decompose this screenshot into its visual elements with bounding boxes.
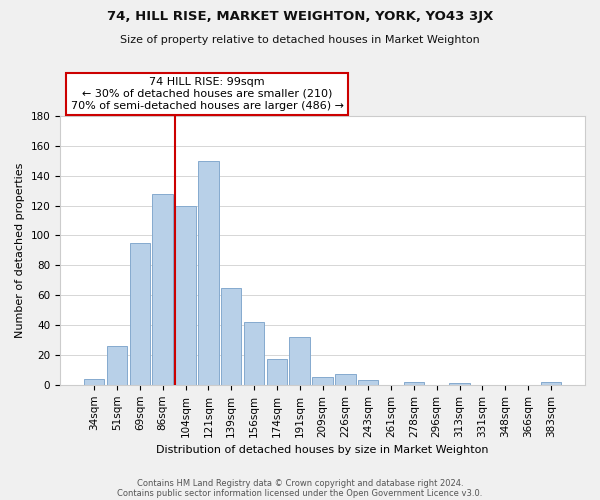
Bar	[541, 382, 561, 385]
Bar	[289, 337, 310, 385]
X-axis label: Distribution of detached houses by size in Market Weighton: Distribution of detached houses by size …	[156, 445, 489, 455]
Bar	[312, 378, 333, 385]
Bar	[152, 194, 173, 385]
Bar	[130, 243, 150, 385]
Bar	[358, 380, 379, 385]
Bar	[198, 160, 218, 385]
Text: Contains HM Land Registry data © Crown copyright and database right 2024.: Contains HM Land Registry data © Crown c…	[137, 478, 463, 488]
Text: Size of property relative to detached houses in Market Weighton: Size of property relative to detached ho…	[120, 35, 480, 45]
Bar	[404, 382, 424, 385]
Bar	[107, 346, 127, 385]
Text: Contains public sector information licensed under the Open Government Licence v3: Contains public sector information licen…	[118, 488, 482, 498]
Bar	[175, 206, 196, 385]
Text: 74 HILL RISE: 99sqm
← 30% of detached houses are smaller (210)
70% of semi-detac: 74 HILL RISE: 99sqm ← 30% of detached ho…	[71, 78, 344, 110]
Bar	[84, 379, 104, 385]
Bar	[221, 288, 241, 385]
Bar	[244, 322, 264, 385]
Bar	[266, 360, 287, 385]
Bar	[335, 374, 356, 385]
Bar	[449, 384, 470, 385]
Y-axis label: Number of detached properties: Number of detached properties	[15, 162, 25, 338]
Text: 74, HILL RISE, MARKET WEIGHTON, YORK, YO43 3JX: 74, HILL RISE, MARKET WEIGHTON, YORK, YO…	[107, 10, 493, 23]
